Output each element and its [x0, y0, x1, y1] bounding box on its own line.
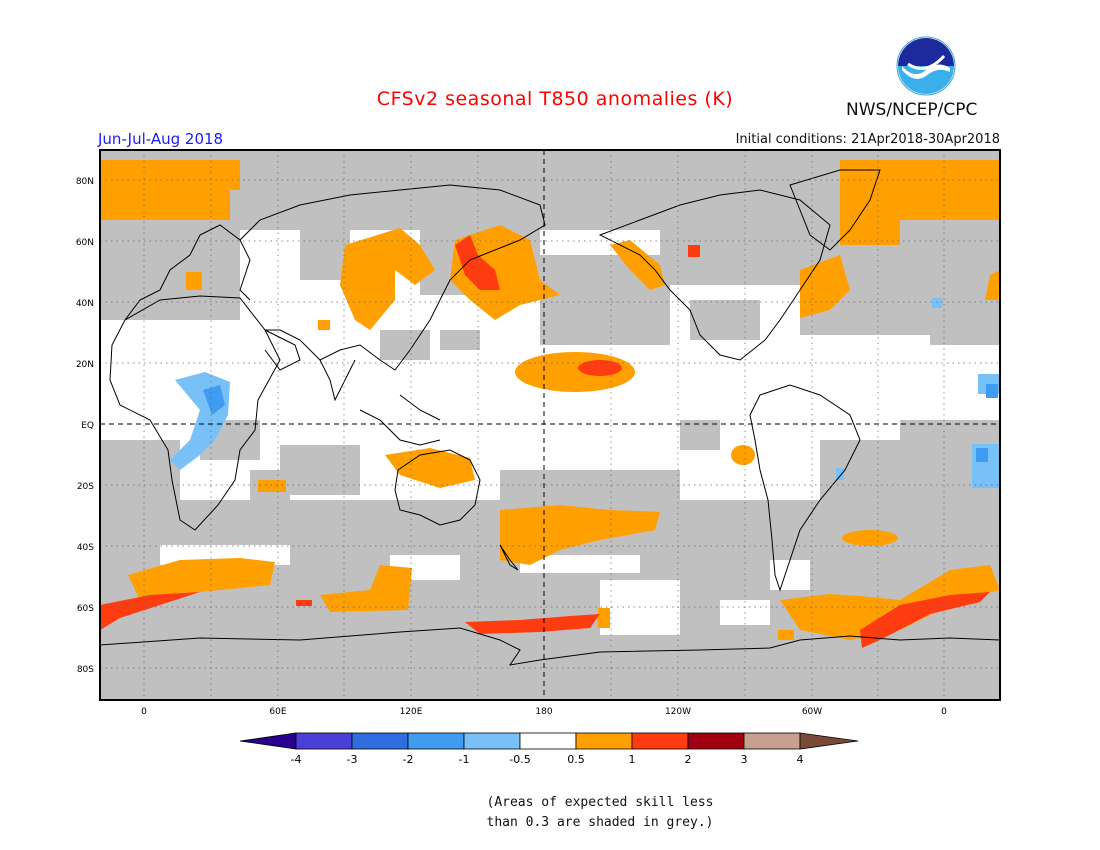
- lon-label: 60W: [802, 707, 822, 717]
- agency-label: NWS/NCEP/CPC: [846, 100, 978, 120]
- legend-box: [575, 732, 633, 750]
- chart-title: CFSv2 seasonal T850 anomalies (K): [376, 88, 734, 110]
- anomaly-shading: [100, 150, 1000, 700]
- legend-label: 3: [741, 753, 748, 766]
- legend-label: -4: [291, 753, 302, 766]
- legend-arrow-right: [799, 732, 859, 750]
- map-frame: [99, 149, 1001, 701]
- forecast-period: Jun-Jul-Aug 2018: [98, 130, 224, 148]
- skill-note: (Areas of expected skill less than 0.3 a…: [420, 793, 780, 833]
- lat-label: 20N: [76, 360, 94, 370]
- legend-box: [687, 732, 745, 750]
- skill-note-line: than 0.3 are shaded in grey.): [486, 815, 714, 830]
- legend-label: -2: [403, 753, 414, 766]
- skill-note-line: (Areas of expected skill less: [486, 795, 714, 810]
- legend-box: [351, 732, 409, 750]
- lat-label: 80N: [76, 177, 94, 187]
- legend-label: 1: [629, 753, 636, 766]
- legend-box: [743, 732, 801, 750]
- legend-box: [519, 732, 577, 750]
- legend-label: 2: [685, 753, 692, 766]
- lon-label: 0: [941, 707, 947, 717]
- lat-label: 60N: [76, 238, 94, 248]
- noaa-logo-icon: [896, 36, 956, 96]
- longitude-labels: 0 60E 120E 180 120W 60W 0: [141, 707, 947, 717]
- legend-arrow-left: [239, 732, 297, 750]
- lat-label: 20S: [77, 482, 94, 492]
- legend-label: 0.5: [567, 753, 585, 766]
- lat-label: 60S: [77, 604, 94, 614]
- lon-label: 120E: [400, 707, 423, 717]
- lon-label: 120W: [665, 707, 691, 717]
- lat-label: 40N: [76, 299, 94, 309]
- legend-box: [463, 732, 521, 750]
- legend-box: [295, 732, 353, 750]
- legend-label: 4: [797, 753, 804, 766]
- coastlines: [100, 169, 1000, 666]
- lat-label: EQ: [81, 421, 94, 431]
- lon-label: 60E: [269, 707, 286, 717]
- legend-label: -3: [347, 753, 358, 766]
- legend-box: [407, 732, 465, 750]
- lon-label: 180: [535, 707, 552, 717]
- legend-label: -0.5: [509, 753, 530, 766]
- latitude-labels: 80N 60N 40N 20N EQ 20S 40S 60S 80S: [76, 177, 94, 675]
- lat-label: 40S: [77, 543, 94, 553]
- lat-label: 80S: [77, 665, 94, 675]
- initial-conditions: Initial conditions: 21Apr2018-30Apr2018: [735, 132, 1000, 147]
- lon-label: 0: [141, 707, 147, 717]
- graticule: [100, 150, 1000, 700]
- legend-box: [631, 732, 689, 750]
- legend-label: -1: [459, 753, 470, 766]
- color-legend: -4 -3 -2 -1 -0.5 0.5 1 2 3 4: [239, 732, 859, 766]
